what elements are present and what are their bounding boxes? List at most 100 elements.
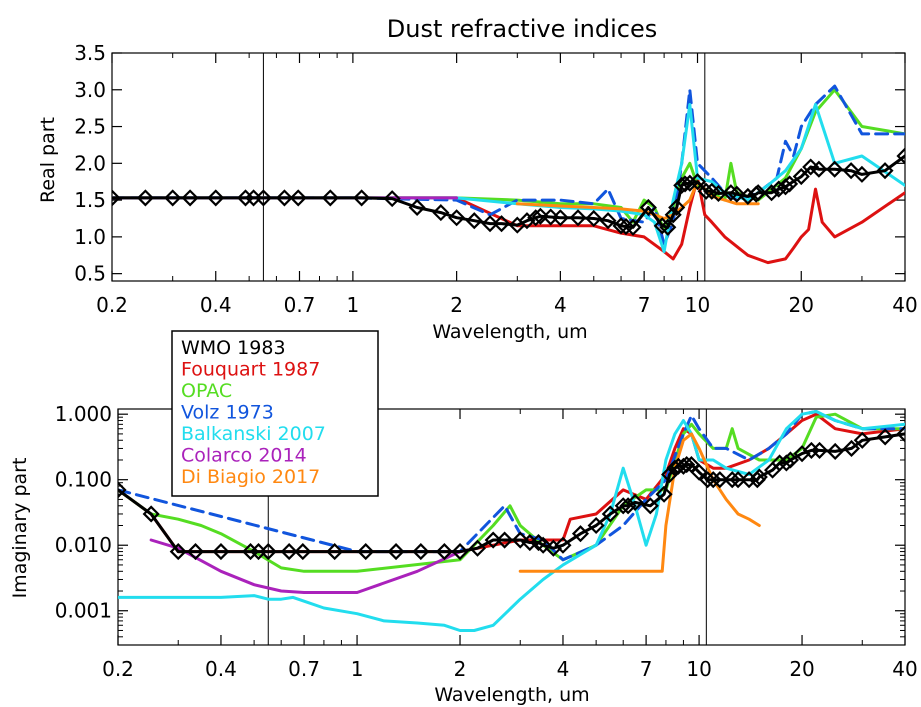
wmo-data-point xyxy=(781,451,800,469)
wmo-data-point xyxy=(776,178,795,196)
y-tick-label: 0.100 xyxy=(55,468,112,492)
wmo-data-point xyxy=(551,209,569,227)
legend-entry: WMO 1983 xyxy=(181,337,286,359)
legend-entry: Colarco 2014 xyxy=(181,445,307,467)
wmo-data-point xyxy=(639,198,657,217)
wmo-data-point xyxy=(169,543,187,561)
y-tick-label: 0.010 xyxy=(55,533,112,557)
wmo-data-point xyxy=(518,212,536,230)
wmo-data-point xyxy=(164,189,182,207)
wmo-data-point xyxy=(136,189,154,207)
wmo-data-point xyxy=(770,180,788,198)
wmo-data-point xyxy=(387,543,405,561)
x-tick-label: 2 xyxy=(454,657,467,681)
wmo-data-point xyxy=(750,468,768,486)
x-tick-label: 20 xyxy=(789,293,814,317)
x-tick-label: 1 xyxy=(347,293,360,317)
wmo-data-point xyxy=(142,505,160,523)
wmo-data-point xyxy=(451,543,469,561)
wmo-data-point xyxy=(688,173,707,191)
wmo-data-point xyxy=(655,485,673,503)
x-tick-label: 0.4 xyxy=(200,293,232,317)
wmo-data-point xyxy=(624,218,642,236)
wmo-data-point xyxy=(448,209,466,227)
wmo-data-point xyxy=(619,497,637,515)
wmo-data-point xyxy=(112,189,121,207)
y-tick-label: 0.001 xyxy=(55,599,112,623)
real-part-panel: 0.2 0.4 0.7 1 2 4 7 10 20 40 0.5 1.0 1.5 2.0 2.5 3.0 3.5 xyxy=(74,41,918,317)
wmo-data-point xyxy=(842,439,861,458)
wmo-data-point xyxy=(690,463,708,481)
x-tick-label: 0.7 xyxy=(288,657,320,681)
y-tick-label: 2.5 xyxy=(74,115,106,139)
wmo-data-point xyxy=(321,189,339,207)
bottom-y-axis-label: Imaginary part xyxy=(9,458,31,599)
wmo-data-point xyxy=(669,457,687,475)
wmo-data-point xyxy=(653,217,671,235)
wmo-data-point xyxy=(468,539,487,557)
y-tick-label: 1.0 xyxy=(74,225,106,249)
wmo-data-point xyxy=(749,184,767,202)
x-tick-label: 4 xyxy=(557,657,570,681)
wmo-data-point xyxy=(599,212,617,230)
x-tick-label: 40 xyxy=(892,293,917,317)
x-tick-label: 0.4 xyxy=(205,657,237,681)
wmo-data-point xyxy=(481,215,499,233)
wmo-data-point xyxy=(777,454,795,472)
wmo-data-point xyxy=(626,493,644,511)
x-tick-label: 0.2 xyxy=(96,293,128,317)
wmo-data-point xyxy=(704,471,722,489)
wmo-data-point xyxy=(896,425,905,443)
wmo-data-point xyxy=(181,189,199,207)
wmo-data-point xyxy=(678,456,696,474)
wmo-data-point xyxy=(853,165,871,183)
wmo-data-point xyxy=(118,481,127,499)
legend-entry: Fouquart 1987 xyxy=(181,359,320,381)
top-x-axis-label: Wavelength, um xyxy=(432,321,587,343)
wmo-data-point xyxy=(711,471,729,489)
wmo-data-point xyxy=(587,516,605,535)
legend-entry: OPAC xyxy=(181,380,232,402)
x-tick-label: 0.2 xyxy=(102,657,134,681)
legend-box xyxy=(171,330,379,497)
wmo-data-point xyxy=(826,442,844,460)
y-tick-label: 1.5 xyxy=(74,188,106,212)
top-y-axis-label: Real part xyxy=(37,117,59,203)
x-tick-label: 7 xyxy=(640,657,653,681)
y-tick-label: 2.0 xyxy=(74,151,106,175)
wmo-data-point xyxy=(668,198,686,217)
wmo-data-point xyxy=(728,185,746,203)
wmo-data-point xyxy=(465,212,483,230)
wmo-data-point xyxy=(531,207,549,225)
x-tick-label: 40 xyxy=(892,657,917,681)
x-tick-label: 10 xyxy=(686,657,711,681)
x-tick-label: 4 xyxy=(554,293,567,317)
wmo-data-point xyxy=(697,182,715,200)
y-tick-label: 3.0 xyxy=(74,78,106,102)
wmo-data-point xyxy=(709,184,727,203)
wmo-data-point xyxy=(432,204,450,222)
y-tick-label: 3.5 xyxy=(74,41,106,65)
x-tick-label: 10 xyxy=(685,293,710,317)
wmo-data-point xyxy=(275,189,293,207)
wmo-data-point xyxy=(810,160,828,178)
wmo-data-point xyxy=(357,543,375,561)
wmo-data-point xyxy=(212,543,230,561)
wmo-data-point xyxy=(826,160,844,178)
y-tick-label: 1.000 xyxy=(55,402,112,426)
x-tick-label: 0.7 xyxy=(284,293,316,317)
wmo-data-point xyxy=(492,215,511,233)
wmo-data-point xyxy=(842,162,860,180)
wmo-data-point xyxy=(722,184,740,202)
wmo-data-point xyxy=(408,198,426,217)
wmo-data-point xyxy=(484,531,502,549)
wmo-data-point xyxy=(876,428,894,446)
wmo-data-point xyxy=(289,189,307,207)
wmo-data-point xyxy=(681,174,699,192)
x-tick-label: 2 xyxy=(450,293,463,317)
wmo-data-point xyxy=(383,190,401,208)
legend-entry: Di Biagio 2017 xyxy=(181,466,320,488)
wmo-data-point xyxy=(186,543,205,561)
wmo-data-point xyxy=(810,441,829,459)
